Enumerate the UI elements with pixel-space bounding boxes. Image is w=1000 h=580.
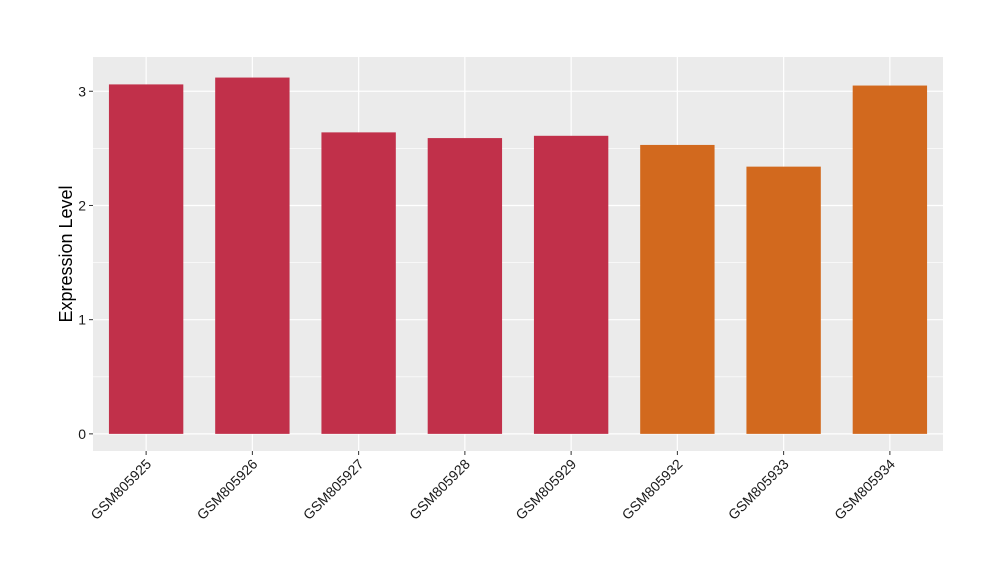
bar-GSM805925: [108, 84, 184, 434]
y-axis-title: Expression Level: [56, 185, 76, 322]
x-tick-label: GSM805928: [406, 456, 473, 523]
x-tick-label: GSM805927: [300, 456, 367, 523]
bar-GSM805926: [215, 77, 290, 434]
x-tick-label: GSM805926: [194, 456, 261, 523]
x-axis: GSM805925 GSM805926 GSM805927 GSM805928 GSM8…: [87, 451, 898, 523]
bar-GSM805929: [533, 135, 609, 434]
bar-GSM805932: [640, 144, 715, 434]
bar-GSM805927: [321, 132, 396, 434]
y-tick-label: 0: [78, 426, 86, 442]
bar-GSM805928: [427, 138, 503, 434]
x-tick-label: GSM805925: [87, 456, 154, 523]
x-tick-label: GSM805932: [619, 456, 686, 523]
bar-GSM805933: [746, 166, 821, 434]
y-axis: 0 1 2 3: [78, 83, 93, 442]
x-tick-label: GSM805933: [725, 456, 792, 523]
bars: [108, 77, 928, 434]
x-tick-label: GSM805934: [831, 456, 898, 523]
bar-GSM805934: [852, 85, 928, 434]
y-tick-label: 3: [78, 83, 86, 99]
y-tick-label: 1: [78, 312, 86, 328]
y-tick-label: 2: [78, 197, 86, 213]
x-tick-label: GSM805929: [512, 456, 579, 523]
